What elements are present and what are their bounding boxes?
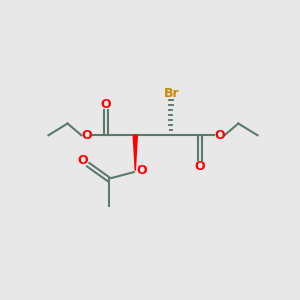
Polygon shape bbox=[133, 135, 137, 171]
Text: O: O bbox=[77, 154, 88, 167]
Text: Br: Br bbox=[164, 87, 180, 100]
Text: O: O bbox=[214, 129, 224, 142]
Text: O: O bbox=[195, 160, 206, 173]
Text: O: O bbox=[100, 98, 111, 111]
Text: O: O bbox=[136, 164, 147, 177]
Text: O: O bbox=[81, 129, 92, 142]
